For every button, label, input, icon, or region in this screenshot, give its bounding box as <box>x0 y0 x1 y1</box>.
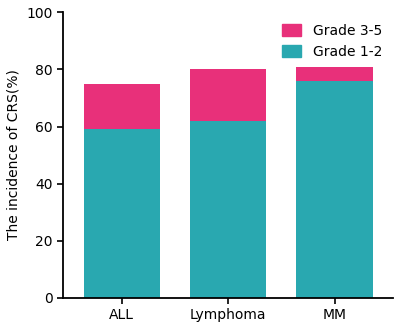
Bar <box>296 67 373 81</box>
Legend: Grade 3-5, Grade 1-2: Grade 3-5, Grade 1-2 <box>278 19 386 63</box>
Bar <box>190 69 266 121</box>
Bar <box>84 84 160 129</box>
Bar <box>190 121 266 298</box>
Bar <box>296 81 373 298</box>
Y-axis label: The incidence of CRS(%): The incidence of CRS(%) <box>7 70 21 240</box>
Bar <box>84 129 160 298</box>
